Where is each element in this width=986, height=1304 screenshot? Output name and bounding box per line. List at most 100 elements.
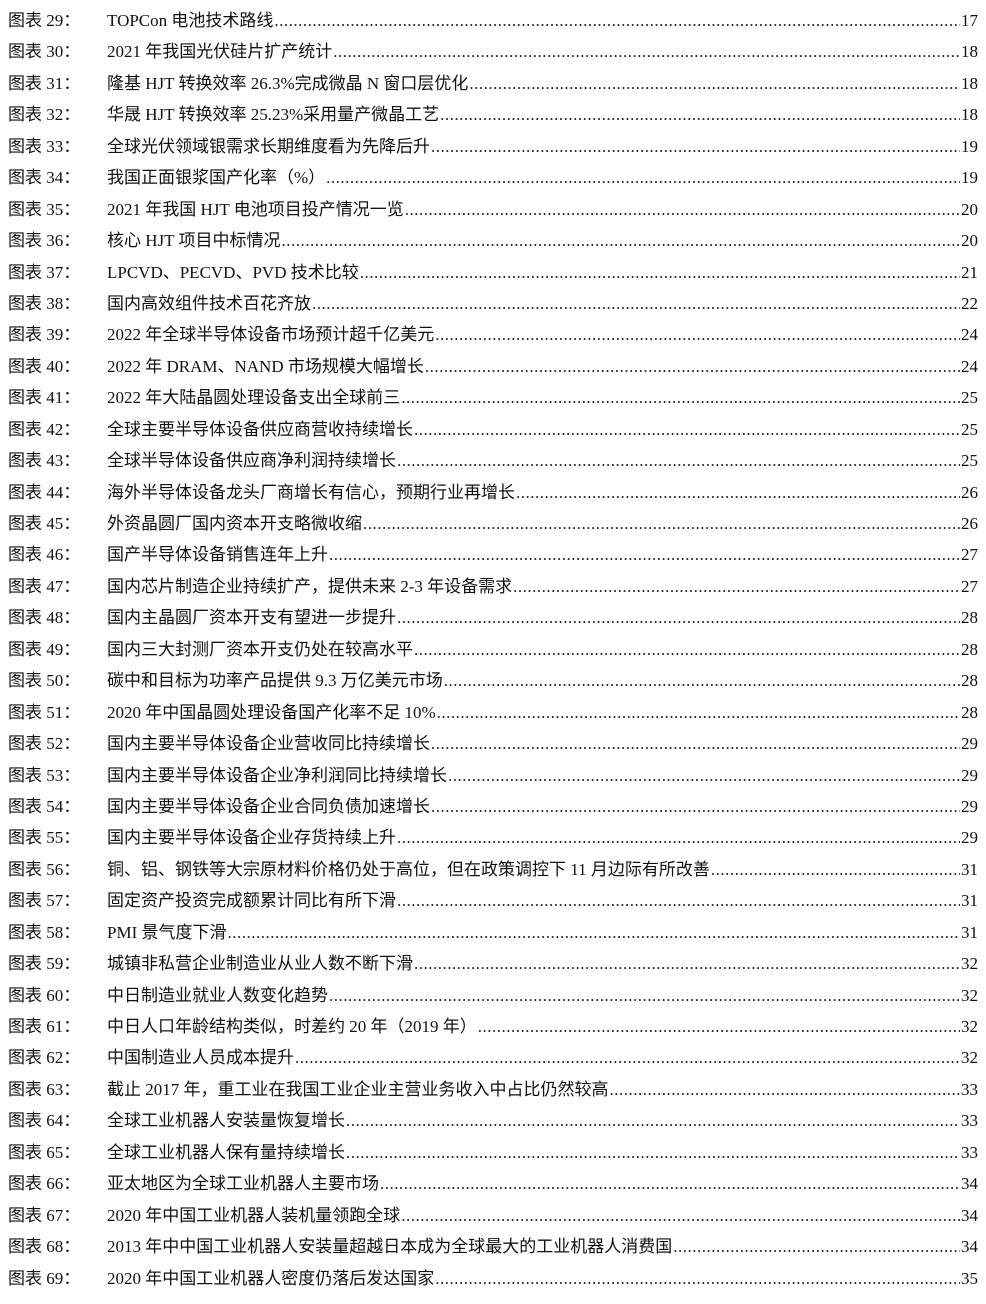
- toc-entry[interactable]: 图表 68： 2013 年中中国工业机器人安装量超越日本成为全球最大的工业机器人消…: [0, 1231, 986, 1262]
- toc-entry[interactable]: 图表 46： 国产半导体设备销售连年上升 27: [0, 539, 986, 570]
- figure-title[interactable]: 2020 年中国工业机器人密度仍落后发达国家: [107, 1268, 435, 1288]
- page-number[interactable]: 20: [961, 199, 978, 219]
- page-number[interactable]: 20: [961, 231, 978, 251]
- page-number[interactable]: 34: [961, 1174, 978, 1194]
- figure-title[interactable]: 国内主晶圆厂资本开支有望进一步提升: [107, 608, 396, 628]
- page-number[interactable]: 32: [961, 954, 978, 974]
- figure-title[interactable]: 全球工业机器人保有量持续增长: [107, 1142, 345, 1162]
- figure-title[interactable]: 国内主要半导体设备企业合同负债加速增长: [107, 796, 430, 816]
- figure-title[interactable]: 铜、铝、钢铁等大宗原材料价格仍处于高位，但在政策调控下 11 月边际有所改善: [107, 859, 710, 879]
- figure-title[interactable]: 2013 年中中国工业机器人安装量超越日本成为全球最大的工业机器人消费国: [107, 1237, 673, 1257]
- page-number[interactable]: 33: [961, 1111, 978, 1131]
- page-number[interactable]: 29: [961, 765, 978, 785]
- figure-title[interactable]: 碳中和目标为功率产品提供 9.3 万亿美元市场: [107, 671, 443, 691]
- page-number[interactable]: 34: [961, 1205, 978, 1225]
- figure-title[interactable]: 2022 年全球半导体设备市场预计超千亿美元: [107, 325, 435, 345]
- page-number[interactable]: 22: [961, 293, 978, 313]
- toc-entry[interactable]: 图表 45： 外资晶圆厂国内资本开支略微收缩 26: [0, 508, 986, 539]
- toc-entry[interactable]: 图表 53： 国内主要半导体设备企业净利润同比持续增长 29: [0, 760, 986, 791]
- toc-entry[interactable]: 图表 50： 碳中和目标为功率产品提供 9.3 万亿美元市场 28: [0, 665, 986, 696]
- figure-title[interactable]: 国内芯片制造企业持续扩产，提供未来 2-3 年设备需求: [107, 576, 513, 596]
- page-number[interactable]: 31: [961, 859, 978, 879]
- toc-entry[interactable]: 图表 42： 全球主要半导体设备供应商营收持续增长 25: [0, 414, 986, 445]
- page-number[interactable]: 31: [961, 891, 978, 911]
- figure-title[interactable]: 华晟 HJT 转换效率 25.23%采用量产微晶工艺: [107, 105, 440, 125]
- toc-entry[interactable]: 图表 58： PMI 景气度下滑 31: [0, 917, 986, 948]
- toc-entry[interactable]: 图表 38： 国内高效组件技术百花齐放 22: [0, 288, 986, 319]
- figure-title[interactable]: 国内高效组件技术百花齐放: [107, 293, 311, 313]
- toc-entry[interactable]: 图表 57： 固定资产投资完成额累计同比有所下滑 31: [0, 885, 986, 916]
- page-number[interactable]: 25: [961, 388, 978, 408]
- page-number[interactable]: 19: [961, 168, 978, 188]
- toc-entry[interactable]: 图表 55： 国内主要半导体设备企业存货持续上升 29: [0, 822, 986, 853]
- toc-entry[interactable]: 图表 40： 2022 年 DRAM、NAND 市场规模大幅增长 24: [0, 351, 986, 382]
- page-number[interactable]: 31: [961, 922, 978, 942]
- toc-entry[interactable]: 图表 30： 2021 年我国光伏硅片扩产统计 18: [0, 36, 986, 67]
- page-number[interactable]: 32: [961, 1048, 978, 1068]
- figure-title[interactable]: 2021 年我国 HJT 电池项目投产情况一览: [107, 199, 404, 219]
- toc-entry[interactable]: 图表 44： 海外半导体设备龙头厂商增长有信心，预期行业再增长 26: [0, 477, 986, 508]
- page-number[interactable]: 27: [961, 545, 978, 565]
- figure-title[interactable]: 固定资产投资完成额累计同比有所下滑: [107, 891, 396, 911]
- toc-entry[interactable]: 图表 67： 2020 年中国工业机器人装机量领跑全球 34: [0, 1200, 986, 1231]
- figure-title[interactable]: 中日人口年龄结构类似，时差约 20 年（2019 年）: [107, 1017, 477, 1036]
- page-number[interactable]: 18: [961, 73, 978, 93]
- figure-title[interactable]: 2020 年中国工业机器人装机量领跑全球: [107, 1205, 401, 1225]
- toc-entry[interactable]: 图表 39： 2022 年全球半导体设备市场预计超千亿美元 24: [0, 319, 986, 350]
- page-number[interactable]: 25: [961, 419, 978, 439]
- figure-title[interactable]: 城镇非私营企业制造业从业人数不断下滑: [107, 954, 413, 974]
- toc-entry[interactable]: 图表 65： 全球工业机器人保有量持续增长 33: [0, 1137, 986, 1168]
- toc-entry[interactable]: 图表 60： 中日制造业就业人数变化趋势 32: [0, 980, 986, 1011]
- toc-entry[interactable]: 图表 48： 国内主晶圆厂资本开支有望进一步提升 28: [0, 602, 986, 633]
- figure-title[interactable]: LPCVD、PECVD、PVD 技术比较: [107, 262, 359, 282]
- page-number[interactable]: 26: [961, 514, 978, 533]
- toc-entry[interactable]: 图表 43： 全球半导体设备供应商净利润持续增长 25: [0, 445, 986, 476]
- figure-title[interactable]: 中国制造业人员成本提升: [107, 1048, 294, 1068]
- toc-entry[interactable]: 图表 34： 我国正面银浆国产化率（%） 19: [0, 162, 986, 193]
- figure-title[interactable]: 2022 年大陆晶圆处理设备支出全球前三: [107, 388, 401, 408]
- figure-title[interactable]: 全球半导体设备供应商净利润持续增长: [107, 451, 396, 471]
- page-number[interactable]: 24: [961, 356, 978, 376]
- page-number[interactable]: 21: [961, 262, 978, 282]
- page-number[interactable]: 33: [961, 1079, 978, 1099]
- toc-entry[interactable]: 图表 36： 核心 HJT 项目中标情况 20: [0, 225, 986, 256]
- figure-title[interactable]: 中日制造业就业人数变化趋势: [107, 985, 328, 1005]
- figure-title[interactable]: 国内三大封测厂资本开支仍处在较高水平: [107, 639, 413, 659]
- toc-entry[interactable]: 图表 63： 截止 2017 年，重工业在我国工业企业主营业务收入中占比仍然较高 3…: [0, 1074, 986, 1105]
- toc-entry[interactable]: 图表 59： 城镇非私营企业制造业从业人数不断下滑 32: [0, 948, 986, 979]
- toc-entry[interactable]: 图表 52： 国内主要半导体设备企业营收同比持续增长 29: [0, 728, 986, 759]
- page-number[interactable]: 35: [961, 1268, 978, 1288]
- toc-entry[interactable]: 图表 64： 全球工业机器人安装量恢复增长 33: [0, 1105, 986, 1136]
- toc-entry[interactable]: 图表 66： 亚太地区为全球工业机器人主要市场 34: [0, 1168, 986, 1199]
- page-number[interactable]: 33: [961, 1142, 978, 1162]
- toc-entry[interactable]: 图表 31： 隆基 HJT 转换效率 26.3%完成微晶 N 窗口层优化 18: [0, 68, 986, 99]
- figure-title[interactable]: 2021 年我国光伏硅片扩产统计: [107, 42, 333, 62]
- page-number[interactable]: 29: [961, 734, 978, 754]
- page-number[interactable]: 32: [961, 1017, 978, 1036]
- toc-entry[interactable]: 图表 49： 国内三大封测厂资本开支仍处在较高水平 28: [0, 634, 986, 665]
- page-number[interactable]: 28: [961, 702, 978, 722]
- figure-title[interactable]: 隆基 HJT 转换效率 26.3%完成微晶 N 窗口层优化: [107, 73, 469, 93]
- figure-title[interactable]: 全球工业机器人安装量恢复增长: [107, 1111, 345, 1131]
- toc-entry[interactable]: 图表 41： 2022 年大陆晶圆处理设备支出全球前三 25: [0, 382, 986, 413]
- figure-title[interactable]: 国内主要半导体设备企业净利润同比持续增长: [107, 765, 447, 785]
- figure-title[interactable]: 我国正面银浆国产化率（%）: [107, 168, 326, 188]
- page-number[interactable]: 17: [961, 11, 978, 30]
- page-number[interactable]: 28: [961, 608, 978, 628]
- toc-entry[interactable]: 图表 33： 全球光伏领域银需求长期维度看为先降后升 19: [0, 131, 986, 162]
- figure-title[interactable]: 2020 年中国晶圆处理设备国产化率不足 10%: [107, 702, 436, 722]
- figure-title[interactable]: TOPCon 电池技术路线: [107, 11, 274, 30]
- toc-entry[interactable]: 图表 54： 国内主要半导体设备企业合同负债加速增长 29: [0, 791, 986, 822]
- page-number[interactable]: 18: [961, 105, 978, 125]
- toc-entry[interactable]: 图表 47： 国内芯片制造企业持续扩产，提供未来 2-3 年设备需求 27: [0, 571, 986, 602]
- page-number[interactable]: 19: [961, 136, 978, 156]
- figure-title[interactable]: PMI 景气度下滑: [107, 922, 227, 942]
- figure-title[interactable]: 核心 HJT 项目中标情况: [107, 231, 281, 251]
- toc-entry[interactable]: 图表 32： 华晟 HJT 转换效率 25.23%采用量产微晶工艺 18: [0, 99, 986, 130]
- figure-title[interactable]: 2022 年 DRAM、NAND 市场规模大幅增长: [107, 356, 424, 376]
- page-number[interactable]: 26: [961, 482, 978, 502]
- toc-entry[interactable]: 图表 51： 2020 年中国晶圆处理设备国产化率不足 10% 28: [0, 697, 986, 728]
- toc-entry[interactable]: 图表 61： 中日人口年龄结构类似，时差约 20 年（2019 年） 32: [0, 1011, 986, 1042]
- figure-title[interactable]: 国内主要半导体设备企业营收同比持续增长: [107, 734, 430, 754]
- toc-entry[interactable]: 图表 37： LPCVD、PECVD、PVD 技术比较 21: [0, 257, 986, 288]
